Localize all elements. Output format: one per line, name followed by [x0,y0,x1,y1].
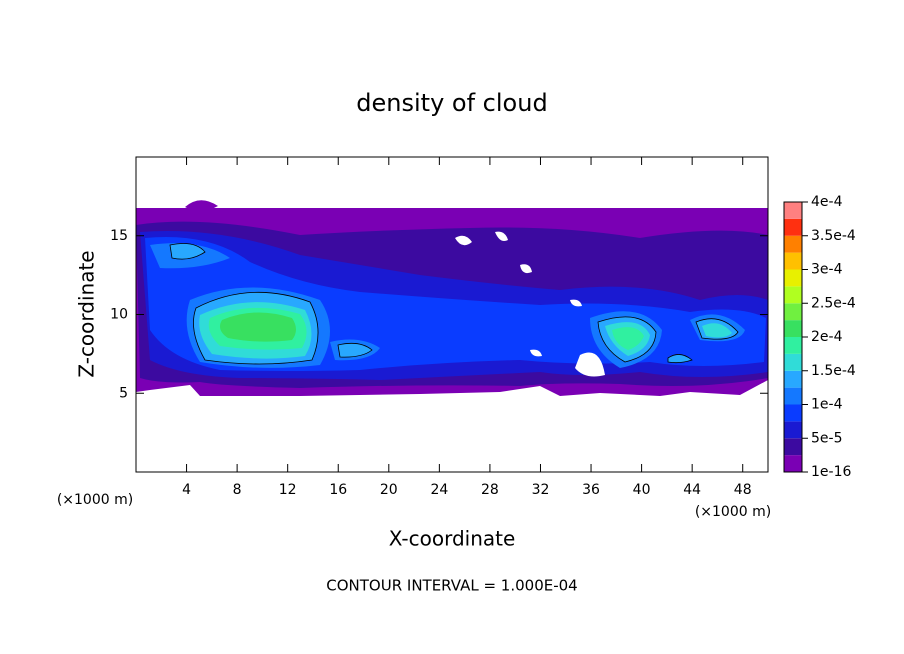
x-tick-label: 20 [380,482,398,498]
y-tick-label: 5 [119,385,128,401]
colorbar-tick-label: 2.5e-4 [811,295,856,311]
colorbar-band [784,252,802,270]
contour-field [136,200,768,396]
colorbar-band [784,320,802,337]
contour-line [667,354,693,364]
chart-title: density of cloud [356,89,547,117]
colorbar-band [784,337,802,354]
colorbar-tick-label: 5e-5 [811,430,842,446]
contour-line [193,291,319,365]
contour-hole [520,264,532,274]
contour-hole [570,299,582,307]
colorbar-tick-label: 1e-16 [811,464,851,480]
colorbar-tick-label: 4e-4 [811,194,843,210]
colorbar-band [784,438,802,456]
contour-hole [575,352,605,377]
contour-hole [495,231,508,241]
contour-hole [530,349,542,357]
contour-region [220,312,296,342]
x-tick-label: 16 [329,482,347,498]
colorbar-band [784,404,802,422]
contour-line [169,243,206,260]
x-tick-label: 36 [582,482,600,498]
colorbar-band [784,235,802,253]
x-tick-label: 44 [683,482,701,498]
contour-line [597,316,657,363]
colorbar-tick-label: 1e-4 [811,397,843,413]
x-tick-label: 12 [279,482,297,498]
colorbar-tick-label: 3.5e-4 [811,228,856,244]
colorbar-band [784,370,802,388]
colorbar-band [784,218,802,236]
x-unit: (×1000 m) [695,504,771,520]
x-tick-label: 24 [430,482,448,498]
y-unit: (×1000 m) [57,492,133,508]
x-tick-label: 48 [734,482,752,498]
y-axis-label: Z-coordinate [75,250,99,377]
x-axis-label: X-coordinate [389,527,516,551]
colorbar-band [784,353,802,371]
colorbar-band [784,269,802,287]
contour-region [170,243,738,364]
colorbar-band [784,202,802,219]
x-tick-label: 28 [481,482,499,498]
x-tick-label: 40 [633,482,651,498]
contour-line [695,318,739,340]
y-tick-label: 10 [110,307,128,323]
x-tick-label: 8 [233,482,242,498]
x-tick-label: 4 [182,482,191,498]
colorbar-tick-label: 1.5e-4 [811,363,856,379]
colorbar-tick-label: 3e-4 [811,262,843,278]
contour-hole [455,235,472,246]
colorbar-band [784,303,802,321]
colorbar-band [784,387,802,405]
colorbar-band [784,421,802,439]
contour-line [337,342,373,358]
colorbar-band [784,455,802,472]
colorbar-tick-label: 2e-4 [811,329,843,345]
x-tick-label: 32 [532,482,550,498]
colorbar-band [784,286,802,304]
footer: CONTOUR INTERVAL = 1.000E-04 [326,577,577,595]
y-tick-label: 15 [110,228,128,244]
